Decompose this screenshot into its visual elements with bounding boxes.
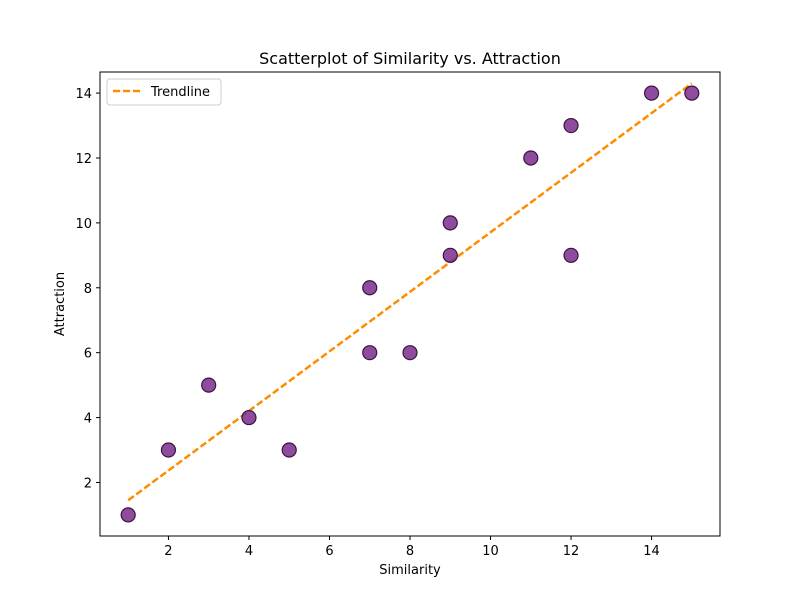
scatter-point (563, 247, 579, 263)
scatter-point (241, 409, 257, 426)
y-tick-label: 8 (84, 282, 92, 297)
y-axis-label: Attraction (53, 272, 68, 336)
x-tick-label: 2 (164, 544, 172, 559)
scatter-point (563, 117, 579, 134)
y-tick-label: 12 (75, 152, 92, 167)
scatter-point (281, 442, 297, 458)
scatter-point (523, 150, 539, 166)
x-tick-label: 8 (406, 544, 414, 559)
trendline (127, 82, 693, 502)
scatter-point (643, 85, 660, 101)
y-tick-label: 14 (75, 87, 92, 102)
scatter-point (201, 377, 217, 393)
scatter-point (684, 85, 700, 101)
x-tick-label: 14 (643, 544, 660, 559)
legend: Trendline (106, 78, 222, 106)
x-tick-label: 6 (325, 544, 333, 559)
scatter-point (362, 345, 378, 361)
legend-trendline-label: Trendline (150, 85, 210, 100)
x-axis-ticks: 2 4 6 8 10 12 14 (164, 536, 660, 559)
scatter-point (442, 215, 458, 231)
y-tick-label: 4 (84, 412, 92, 427)
chart-title: Scatterplot of Similarity vs. Attraction (259, 49, 561, 68)
plot-area (120, 82, 700, 523)
scatter-point (402, 345, 418, 361)
x-tick-label: 12 (563, 544, 580, 559)
x-tick-label: 4 (245, 544, 253, 559)
x-axis-label: Similarity (379, 563, 441, 578)
x-tick-label: 10 (482, 544, 499, 559)
y-tick-label: 2 (84, 476, 92, 491)
scatter-point (160, 442, 177, 458)
y-tick-label: 6 (84, 347, 92, 362)
scatter-point (442, 247, 458, 263)
scatter-point (120, 507, 136, 523)
legend-box (106, 78, 222, 106)
scatter-point (362, 280, 378, 296)
y-axis-ticks: 2 4 6 8 10 12 14 (75, 87, 100, 491)
y-tick-label: 10 (75, 217, 92, 232)
